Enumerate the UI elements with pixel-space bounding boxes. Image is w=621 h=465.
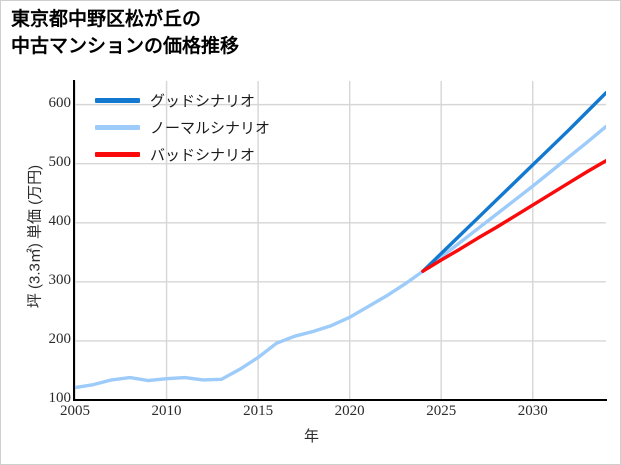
- y-axis-spine: [73, 80, 75, 401]
- legend-label: ノーマルシナリオ: [150, 119, 271, 137]
- y-tick-label: 200: [48, 330, 72, 347]
- x-tick-label: 2005: [60, 403, 90, 419]
- legend-color-swatch: [95, 151, 140, 157]
- x-tick-label: 2015: [243, 403, 274, 419]
- y-tick-label: 400: [48, 212, 72, 229]
- x-tick-label: 2025: [426, 403, 457, 419]
- x-axis-spine: [73, 399, 607, 401]
- series-line-グッドシナリオ: [421, 91, 606, 273]
- legend-color-swatch: [95, 124, 140, 130]
- y-tick-label: 600: [48, 94, 72, 111]
- chart-legend: グッドシナリオ ノーマルシナリオ バッドシナリオ: [95, 91, 271, 164]
- y-tick-label: 300: [48, 271, 72, 288]
- x-tick-label: 2010: [151, 403, 182, 419]
- series-lines: [75, 91, 606, 390]
- x-tick-label: 2030: [517, 403, 548, 419]
- legend-color-swatch: [95, 97, 140, 103]
- legend-item: バッドシナリオ: [95, 145, 270, 164]
- legend-item: ノーマルシナリオ: [95, 118, 271, 137]
- y-axis-label: 坪 (3.3㎡) 単価 (万円): [26, 164, 44, 309]
- x-axis-label: 年: [303, 428, 319, 445]
- y-tick-label: 100: [48, 390, 72, 406]
- chart-title: 東京都中野区松が丘の 中古マンションの価格推移: [11, 9, 240, 57]
- series-line-バッドシナリオ: [421, 159, 606, 273]
- y-tick-label: 500: [48, 153, 72, 170]
- plot-area: [75, 81, 606, 400]
- legend-item: グッドシナリオ: [95, 91, 270, 110]
- plot-svg: [75, 81, 606, 400]
- legend-label: バッドシナリオ: [150, 146, 256, 164]
- legend-label: グッドシナリオ: [150, 92, 256, 110]
- gridlines: [75, 81, 606, 400]
- y-axis-tick-labels: 100 200 300 400 500 600: [1, 1, 72, 464]
- x-tick-label: 2020: [334, 403, 365, 419]
- series-line-ノーマルシナリオ: [75, 124, 606, 390]
